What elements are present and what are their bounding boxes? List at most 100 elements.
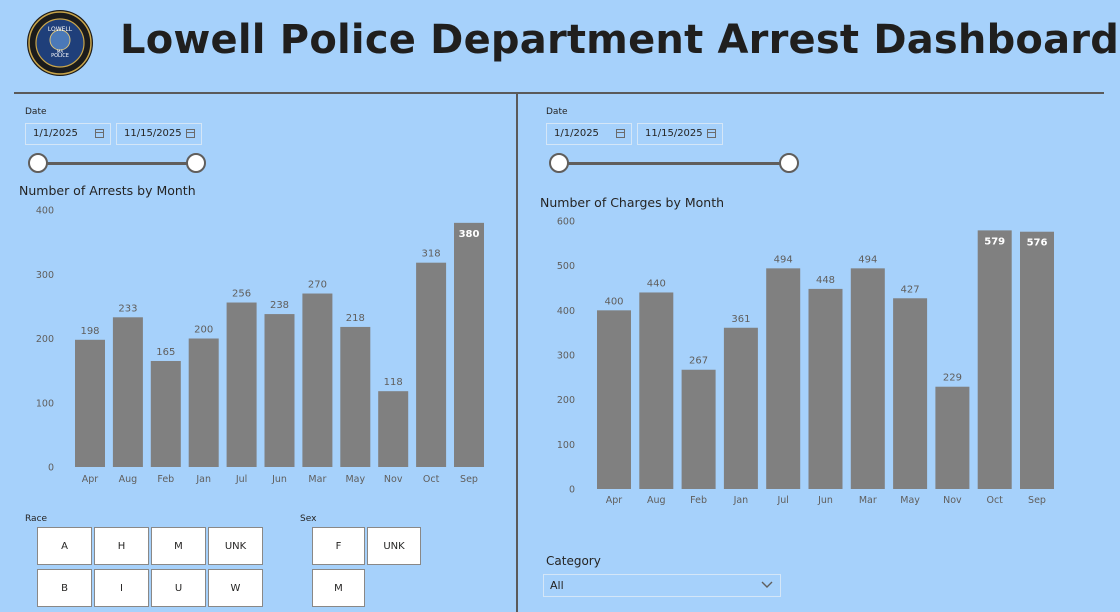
data-label: 494 <box>774 254 793 265</box>
race-option-m[interactable]: M <box>151 527 206 565</box>
y-tick-label: 400 <box>36 206 54 217</box>
race-option-b[interactable]: B <box>37 569 92 607</box>
sex-option-label: UNK <box>383 540 405 552</box>
race-option-unk[interactable]: UNK <box>208 527 263 565</box>
race-option-label: U <box>174 582 183 594</box>
race-option-label: M <box>174 540 183 552</box>
y-tick-label: 400 <box>557 306 575 317</box>
sex-option-label: F <box>335 540 342 552</box>
x-tick-label: Aug <box>119 474 138 485</box>
left-end-date-input[interactable]: 11/15/2025 <box>116 123 202 145</box>
race-option-label: H <box>117 540 126 552</box>
left-end-date-value: 11/15/2025 <box>124 128 182 139</box>
bar <box>264 314 295 467</box>
bar <box>893 298 928 489</box>
chevron-down-icon[interactable] <box>760 578 774 592</box>
bar <box>454 222 484 467</box>
right-start-date-value: 1/1/2025 <box>554 128 599 139</box>
x-tick-label: Sep <box>460 474 478 485</box>
x-tick-label: Apr <box>82 474 99 485</box>
charges-by-month-chart: 0 100 200 300 400 500 600 400 Apr 440 Aug 267 Feb 361… <box>557 217 1054 506</box>
bar <box>977 230 1012 489</box>
bar <box>75 339 105 467</box>
category-dropdown[interactable]: All <box>543 574 781 597</box>
sex-option-m[interactable]: M <box>312 569 365 607</box>
right-start-date-input[interactable]: 1/1/2025 <box>546 123 632 145</box>
race-option-label: UNK <box>224 540 247 552</box>
police-seal-logo: LOWELL POLICE MA <box>27 10 93 76</box>
panel-divider <box>516 94 518 612</box>
seal-middle-text: POLICE <box>51 53 69 59</box>
calendar-icon[interactable] <box>186 129 195 138</box>
y-tick-label: 100 <box>36 398 54 409</box>
x-tick-label: Jul <box>235 474 247 485</box>
sex-option-label: M <box>334 582 343 594</box>
left-date-slider-track[interactable] <box>37 162 197 165</box>
y-tick-label: 0 <box>48 463 54 474</box>
bar <box>1020 231 1054 489</box>
right-end-date-value: 11/15/2025 <box>645 128 703 139</box>
x-tick-label: Nov <box>943 495 962 506</box>
bar <box>340 326 371 467</box>
sex-option-f[interactable]: F <box>312 527 365 565</box>
bar <box>639 292 674 489</box>
bar <box>766 268 801 489</box>
data-label: 427 <box>901 284 920 295</box>
race-option-u[interactable]: U <box>151 569 206 607</box>
x-tick-label: Mar <box>308 474 326 485</box>
data-label: 380 <box>459 229 480 240</box>
calendar-icon[interactable] <box>95 129 104 138</box>
left-start-date-value: 1/1/2025 <box>33 128 78 139</box>
right-date-slider-end-handle[interactable] <box>779 153 799 173</box>
race-option-w[interactable]: W <box>208 569 263 607</box>
sex-filter-label: Sex <box>300 514 317 524</box>
data-label: 579 <box>984 236 1005 247</box>
x-tick-label: Feb <box>690 495 707 506</box>
data-label: 165 <box>156 347 175 358</box>
x-tick-label: Oct <box>986 495 1003 506</box>
sex-option-unk[interactable]: UNK <box>367 527 421 565</box>
data-label: 448 <box>816 275 835 286</box>
data-label: 576 <box>1027 238 1048 249</box>
x-tick-label: Jan <box>733 495 749 506</box>
y-tick-label: 200 <box>557 395 575 406</box>
bar <box>188 338 219 467</box>
x-tick-label: Jun <box>271 474 287 485</box>
data-label: 318 <box>422 249 441 260</box>
y-tick-label: 100 <box>557 440 575 451</box>
race-option-label: I <box>120 582 123 594</box>
bar <box>112 317 143 467</box>
data-label: 238 <box>270 300 289 311</box>
right-date-slider-start-handle[interactable] <box>549 153 569 173</box>
data-label: 218 <box>346 313 365 324</box>
x-tick-label: Jun <box>817 495 833 506</box>
seal-top-text: LOWELL <box>48 26 73 33</box>
data-label: 229 <box>943 373 962 384</box>
data-label: 361 <box>731 314 750 325</box>
bar <box>808 288 843 489</box>
left-date-slider-end-handle[interactable] <box>186 153 206 173</box>
x-tick-label: Aug <box>647 495 666 506</box>
left-start-date-input[interactable]: 1/1/2025 <box>25 123 111 145</box>
data-label: 198 <box>80 326 99 337</box>
race-option-label: W <box>230 582 241 594</box>
right-end-date-input[interactable]: 11/15/2025 <box>637 123 723 145</box>
bar <box>416 262 447 467</box>
race-option-h[interactable]: H <box>94 527 149 565</box>
left-date-slider-start-handle[interactable] <box>28 153 48 173</box>
race-option-i[interactable]: I <box>94 569 149 607</box>
y-tick-label: 500 <box>557 261 575 272</box>
data-label: 400 <box>604 296 623 307</box>
category-selected-value: All <box>550 579 564 592</box>
calendar-icon[interactable] <box>707 129 716 138</box>
calendar-icon[interactable] <box>616 129 625 138</box>
bar <box>935 386 970 489</box>
x-tick-label: May <box>345 474 365 485</box>
right-date-label: Date <box>546 107 568 117</box>
dashboard-title: Lowell Police Department Arrest Dashboar… <box>120 17 1120 63</box>
right-date-slider-track[interactable] <box>558 162 790 165</box>
category-filter-label: Category <box>546 554 601 568</box>
race-option-a[interactable]: A <box>37 527 92 565</box>
bar <box>226 302 257 467</box>
data-label: 233 <box>118 303 137 314</box>
